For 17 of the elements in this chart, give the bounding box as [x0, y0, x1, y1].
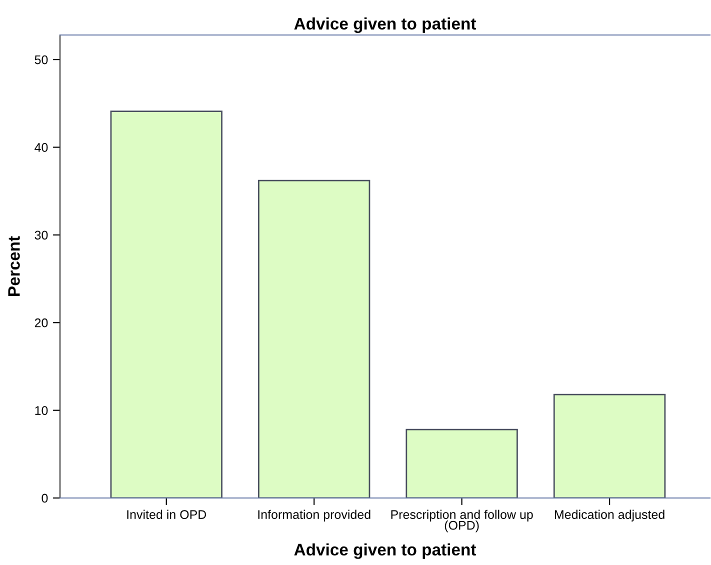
x-tick-label: Information provided	[258, 510, 370, 522]
y-tick-label: 50	[34, 55, 48, 64]
x-tick-label: Medication adjusted	[554, 510, 664, 522]
y-tick-label: 10	[35, 406, 48, 415]
bar	[258, 180, 370, 498]
x-axis-title: Advice given to patient	[294, 543, 476, 559]
y-tick-label: 40	[34, 143, 48, 152]
y-axis-title: Percent	[8, 236, 20, 296]
y-tick-label: 0	[42, 494, 48, 503]
y-tick-label: 30	[34, 230, 48, 240]
x-tick-label: Invited in OPD	[127, 510, 206, 519]
x-tick-label: Prescription and follow up (OPD)	[391, 510, 533, 532]
bar	[110, 110, 222, 498]
chart-title: Advice given to patient	[294, 17, 476, 33]
y-tick-label: 20	[34, 318, 48, 328]
bar	[406, 428, 518, 498]
bar	[553, 394, 666, 498]
